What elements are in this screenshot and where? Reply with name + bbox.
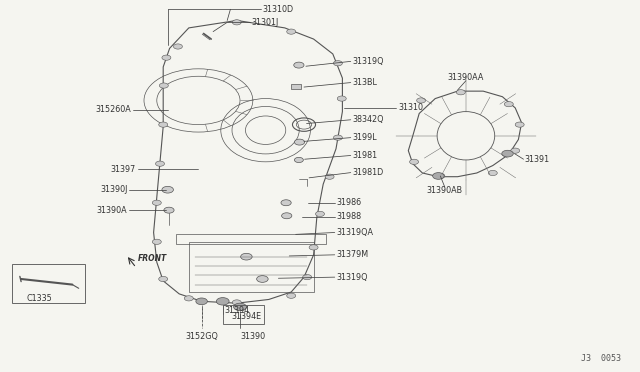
Text: 31390AA: 31390AA: [448, 73, 484, 82]
Circle shape: [337, 96, 346, 101]
Circle shape: [417, 98, 426, 103]
Circle shape: [232, 300, 241, 305]
Text: 31390J: 31390J: [100, 185, 127, 194]
Text: 31310D: 31310D: [262, 5, 294, 14]
Text: 31986: 31986: [337, 198, 362, 207]
Circle shape: [156, 161, 164, 166]
Bar: [12, 264, 85, 303]
Text: 38342Q: 38342Q: [352, 115, 383, 124]
Circle shape: [164, 207, 174, 213]
Circle shape: [216, 298, 229, 305]
Circle shape: [515, 122, 524, 127]
Text: FRONT: FRONT: [138, 254, 167, 263]
Text: C1335: C1335: [27, 294, 52, 303]
Circle shape: [294, 62, 304, 68]
Circle shape: [159, 83, 168, 88]
Text: 31319Q: 31319Q: [352, 57, 383, 66]
Bar: [176, 234, 326, 244]
Circle shape: [303, 275, 312, 280]
Text: 31390: 31390: [240, 332, 266, 341]
Text: 31988: 31988: [337, 212, 362, 221]
Circle shape: [333, 135, 342, 140]
Text: 31390AB: 31390AB: [427, 186, 463, 195]
Circle shape: [504, 102, 513, 107]
Text: 3199L: 3199L: [352, 133, 376, 142]
Text: 31301J: 31301J: [252, 18, 279, 27]
Circle shape: [159, 276, 168, 282]
Circle shape: [294, 157, 303, 163]
Circle shape: [433, 173, 444, 179]
Circle shape: [436, 173, 445, 179]
Circle shape: [309, 245, 318, 250]
Text: 31379M: 31379M: [337, 250, 369, 259]
Circle shape: [282, 213, 292, 219]
Bar: [189, 242, 314, 292]
Text: 31310: 31310: [398, 103, 423, 112]
Bar: [223, 305, 264, 324]
Text: 31981: 31981: [352, 151, 377, 160]
Circle shape: [196, 298, 207, 305]
Text: 31390A: 31390A: [97, 206, 127, 215]
Text: 31394E: 31394E: [232, 312, 262, 321]
Circle shape: [488, 170, 497, 176]
Text: 31391: 31391: [525, 155, 550, 164]
Circle shape: [287, 293, 296, 298]
Circle shape: [333, 61, 342, 66]
Circle shape: [456, 90, 465, 95]
Circle shape: [502, 150, 513, 157]
Polygon shape: [291, 84, 301, 89]
Circle shape: [173, 44, 182, 49]
Circle shape: [152, 239, 161, 244]
Circle shape: [234, 303, 246, 311]
Circle shape: [162, 186, 173, 193]
Text: 3152GQ: 3152GQ: [185, 332, 218, 341]
Text: 313BL: 313BL: [352, 78, 377, 87]
Circle shape: [511, 148, 520, 153]
Text: 31397: 31397: [111, 165, 136, 174]
Circle shape: [241, 253, 252, 260]
Circle shape: [162, 55, 171, 60]
Circle shape: [257, 276, 268, 282]
Text: 315260A: 315260A: [95, 105, 131, 114]
Text: 31394: 31394: [224, 306, 249, 315]
Circle shape: [232, 20, 241, 25]
Circle shape: [159, 122, 168, 127]
Circle shape: [281, 200, 291, 206]
Circle shape: [152, 200, 161, 205]
Circle shape: [325, 174, 334, 179]
Text: 31319QA: 31319QA: [337, 228, 374, 237]
Text: J3  0053: J3 0053: [581, 354, 621, 363]
Circle shape: [287, 29, 296, 34]
Text: 31319Q: 31319Q: [337, 273, 368, 282]
Circle shape: [410, 159, 419, 164]
Circle shape: [316, 211, 324, 217]
Text: 31981D: 31981D: [352, 168, 383, 177]
Circle shape: [294, 139, 305, 145]
Circle shape: [184, 296, 193, 301]
